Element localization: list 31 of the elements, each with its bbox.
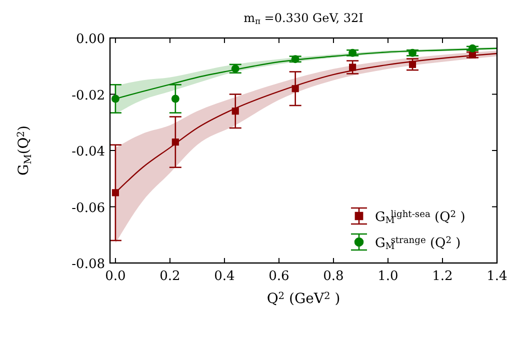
legend-label: G$_{M}$$^{light-sea}$ (Q$^{2}$ ) bbox=[375, 210, 466, 226]
x-tick-label: 0.8 bbox=[323, 269, 344, 284]
legend-label: G$_{M}$$^{strange}$ (Q$^{2}$ ) bbox=[375, 236, 461, 252]
chart-title: m$_{π}$ =0.330 GeV, 32I bbox=[244, 11, 364, 26]
y-tick-label: -0.08 bbox=[72, 257, 105, 272]
point bbox=[111, 94, 120, 103]
point bbox=[232, 108, 239, 115]
x-tick-label: 1.4 bbox=[486, 269, 508, 284]
point bbox=[408, 60, 416, 68]
point bbox=[468, 51, 476, 58]
x-tick-label: 1.0 bbox=[378, 269, 398, 284]
y-tick-label: -0.06 bbox=[72, 200, 105, 216]
y-tick-label: -0.02 bbox=[72, 88, 105, 104]
point bbox=[291, 55, 300, 64]
point bbox=[231, 64, 240, 73]
y-tick-label: -0.04 bbox=[72, 144, 105, 160]
point bbox=[349, 64, 356, 71]
x-tick-label: 1.2 bbox=[432, 269, 453, 284]
point bbox=[292, 85, 299, 92]
x-tick-label: 0.2 bbox=[160, 269, 180, 284]
point bbox=[172, 138, 179, 146]
point bbox=[348, 48, 357, 57]
point bbox=[408, 48, 417, 57]
x-axis-title: Q$^{2}$ (GeV$^{2}$ ) bbox=[266, 290, 340, 307]
x-tick-label: 0.4 bbox=[214, 269, 235, 284]
point bbox=[171, 94, 180, 103]
x-tick-label: 0.6 bbox=[268, 269, 290, 284]
point bbox=[468, 44, 476, 52]
x-tick-label: 0.0 bbox=[105, 269, 126, 284]
point bbox=[112, 189, 119, 196]
y-tick-label: 0.00 bbox=[76, 32, 105, 47]
